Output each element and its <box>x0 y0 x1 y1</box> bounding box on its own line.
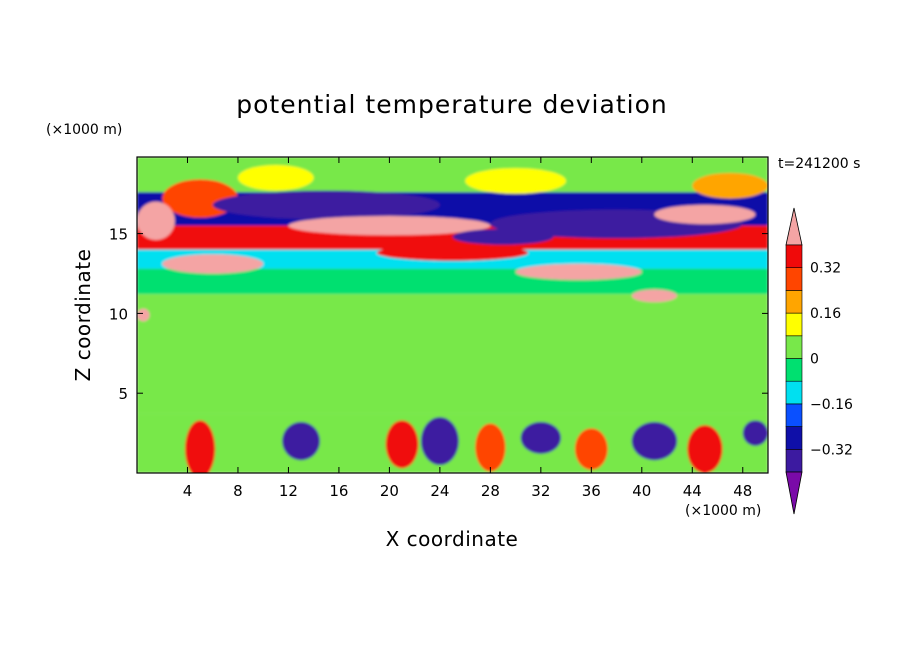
colorbar-label: −0.16 <box>810 397 853 413</box>
colorbar-label: 0.16 <box>810 306 841 322</box>
colorbar-segment <box>785 426 803 450</box>
field-blob-18 <box>420 417 459 466</box>
colorbar-segment <box>785 335 803 359</box>
field-blob-6 <box>162 254 264 274</box>
field-blob-13 <box>692 172 768 199</box>
colorbar-label: 0.32 <box>810 261 841 277</box>
y-axis: 5 10 15 <box>109 226 768 403</box>
y-tick-label: 5 <box>118 385 128 403</box>
field-blob-22 <box>631 421 678 461</box>
field-blob-7 <box>376 244 529 261</box>
colorbar-segment <box>785 403 803 427</box>
field-blob-10 <box>452 228 554 245</box>
field-blob-23 <box>687 425 723 473</box>
x-tick-label: 12 <box>279 482 298 500</box>
field-blob-9 <box>631 289 678 303</box>
field-blob-5 <box>137 201 175 240</box>
field-blob-15 <box>184 420 216 473</box>
colorbar-segment <box>785 448 803 473</box>
field-blob-2 <box>288 216 491 236</box>
field-blob-21 <box>574 428 608 470</box>
z-unit-label: (×1000 m) <box>46 122 122 138</box>
colorbar-segment <box>785 290 803 314</box>
colorbar-extend-top <box>785 207 803 246</box>
x-axis-title: X coordinate <box>386 527 519 551</box>
x-tick-label: 24 <box>430 482 449 500</box>
x-tick-label: 40 <box>632 482 651 500</box>
time-label: t=241200 s <box>778 156 860 172</box>
field-blob-16 <box>282 421 320 461</box>
field-blob-1 <box>212 190 440 220</box>
field-blob-24 <box>742 420 768 446</box>
colorbar-segment <box>785 267 803 291</box>
colorbar: −0.32 −0.16 0 0.16 0.32 <box>785 207 853 515</box>
field-blob-14 <box>137 308 150 322</box>
x-axis: 4 8 12 16 20 24 28 32 36 40 44 48 <box>183 157 752 500</box>
field-blob-11 <box>465 168 567 194</box>
field-band-0 <box>137 157 768 193</box>
colorbar-segment <box>785 312 803 337</box>
field-blob-20 <box>520 421 562 454</box>
colorbar-label: −0.32 <box>810 442 853 458</box>
colorbar-segment <box>785 380 803 405</box>
x-tick-label: 8 <box>233 482 243 500</box>
x-tick-label: 48 <box>733 482 752 500</box>
x-tick-label: 44 <box>683 482 702 500</box>
plot-frame <box>136 156 769 474</box>
field-blob-4 <box>654 204 756 225</box>
field-blob-8 <box>515 263 642 280</box>
x-tick-label: 32 <box>531 482 550 500</box>
y-tick-label: 10 <box>109 305 128 323</box>
colorbar-extend-bottom <box>785 471 803 515</box>
field-blob-17 <box>385 420 419 469</box>
colorbar-segment <box>785 244 803 269</box>
y-axis-title: Z coordinate <box>71 249 95 382</box>
field-blob-12 <box>237 164 314 191</box>
field-band-5 <box>137 294 768 414</box>
x-tick-label: 28 <box>481 482 500 500</box>
field-blob-19 <box>475 423 506 472</box>
x-tick-label: 16 <box>329 482 348 500</box>
x-tick-label: 36 <box>582 482 601 500</box>
chart-title: potential temperature deviation <box>236 90 667 119</box>
colorbar-label: 0 <box>810 352 819 368</box>
x-tick-label: 20 <box>380 482 399 500</box>
plot-area <box>137 157 768 473</box>
x-tick-label: 4 <box>183 482 193 500</box>
y-tick-label: 15 <box>109 226 128 244</box>
x-unit-label: (×1000 m) <box>685 503 761 519</box>
contour-field <box>137 157 768 473</box>
colorbar-segment <box>785 358 803 382</box>
